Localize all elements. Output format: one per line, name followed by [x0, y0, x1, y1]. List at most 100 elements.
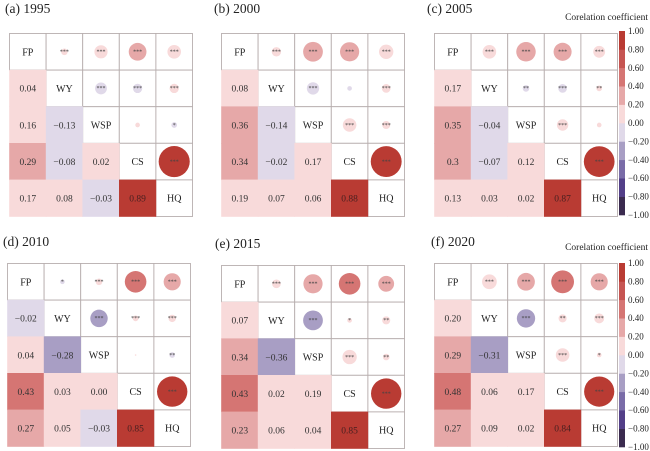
correlation-circle-FP-WY [272, 279, 281, 289]
lower-cell-HQ-FP [434, 409, 472, 447]
variable-label-FP: FP [447, 47, 459, 58]
significance-mark: *** [95, 280, 104, 286]
correlation-circle-FP-HQ [163, 273, 181, 291]
coefficient-label: 0.00 [91, 388, 108, 398]
colorbar-tick-label: 0.40 [628, 81, 644, 91]
colorbar-bin [619, 428, 625, 448]
correlation-circle-FP-WY [271, 47, 282, 57]
colorbar-bin [619, 104, 625, 124]
correlation-circle-CS-HQ [370, 146, 402, 178]
lower-cell-HQ-FP [221, 411, 259, 449]
significance-mark: * [348, 318, 351, 324]
colorbar-tick-label: 0.00 [628, 350, 644, 360]
lower-cell-CS-WSP [294, 143, 332, 181]
correlation-circle-WY-CS [347, 86, 352, 91]
lower-cell-CS-FP [434, 373, 472, 411]
correlation-circle-FP-WY [60, 279, 65, 285]
correlation-circle-WSP-CS [342, 349, 357, 365]
lower-cell-HQ-WSP [294, 179, 332, 217]
significance-mark: * [61, 280, 64, 286]
significance-mark: *** [345, 282, 354, 288]
lower-cell-CS-WY [470, 143, 508, 181]
colorbar-tick-label: 0.40 [628, 313, 644, 323]
correlation-circle-WY-HQ [381, 84, 391, 93]
lower-cell-HQ-CS [331, 411, 369, 449]
correlation-circle-FP-WY [482, 45, 497, 59]
significance-mark: *** [97, 86, 106, 92]
coefficient-label: 0.23 [231, 427, 248, 437]
variable-label-WSP: WSP [516, 121, 537, 132]
diagonal-cell [367, 179, 405, 217]
coefficient-label: 0.3 [447, 158, 459, 168]
significance-mark: *** [558, 280, 567, 286]
correlation-circle-CS-HQ [157, 376, 188, 407]
correlation-circle-FP-HQ [378, 275, 395, 292]
lower-cell-HQ-WY [257, 411, 295, 449]
correlation-circle-WSP-HQ [596, 352, 602, 358]
lower-cell-CS-WY [470, 373, 508, 411]
colorbar-bin [619, 159, 625, 179]
lower-cell-WY-FP [434, 299, 472, 337]
diagonal-cell [580, 179, 618, 217]
lower-cell-CS-WY [257, 375, 295, 413]
panel-title-b: (b) 2000 [214, 1, 261, 16]
colorbar-scale: 1.00 0.80 0.60 0.40 0.20 0.00 −0.20 −0.40 −0.60 −… [619, 258, 649, 451]
lower-cell-WSP-FP [434, 336, 472, 374]
coefficient-label: 0.85 [127, 425, 144, 435]
colorbar-bin [619, 31, 625, 50]
variable-label-FP: FP [22, 47, 34, 58]
correlation-circle-WY-CS [558, 314, 567, 323]
significance-mark: *** [522, 50, 531, 56]
correlation-matrix-b: 0.08 0.36 −0.14 0.34 −0.02 0.17 0.19 0.07 0.06 0.… [221, 33, 405, 217]
significance-mark: ** [560, 316, 566, 322]
coefficient-label: 0.06 [481, 388, 498, 398]
correlation-circle-WSP-HQ [169, 352, 176, 358]
colorbar-tick-label: −1.00 [628, 210, 649, 220]
colorbar-tick-label: 0.60 [628, 295, 644, 305]
coefficient-label: 0.07 [231, 317, 248, 327]
lower-cell-CS-WY [43, 373, 81, 411]
variable-label-WSP: WSP [303, 121, 324, 132]
correlation-circle-WY-WSP [522, 85, 530, 92]
lower-cell-CS-FP [7, 373, 45, 411]
panel-title-e: (e) 2015 [215, 236, 261, 251]
coefficient-label: 0.05 [54, 425, 71, 435]
coefficient-label: 0.88 [341, 195, 358, 205]
lower-cell-CS-FP [434, 143, 472, 181]
coefficient-label: −0.04 [478, 121, 500, 131]
lower-cell-HQ-WSP [82, 179, 120, 217]
significance-mark: *** [382, 159, 391, 165]
coefficient-label: 0.03 [54, 388, 71, 398]
coefficient-label: −0.08 [53, 158, 75, 168]
colorbar-tick-label: 0.80 [628, 44, 644, 54]
colorbar-tick-label: −0.20 [628, 136, 649, 146]
significance-mark: *** [168, 316, 177, 322]
correlation-circle-WY-HQ [596, 85, 603, 92]
correlation-circle-WY-WSP [95, 82, 107, 95]
variable-label-WSP: WSP [91, 121, 112, 132]
variable-label-CS: CS [556, 157, 568, 168]
coefficient-label: 0.17 [518, 388, 535, 398]
correlation-circle-CS-HQ [158, 146, 190, 178]
significance-mark: *** [168, 280, 177, 286]
colorbar-bin [619, 196, 625, 216]
correlation-circle-WY-CS [132, 315, 139, 322]
lower-cell-WY-FP [9, 69, 47, 107]
variable-label-WSP: WSP [516, 351, 537, 362]
lower-cell-HQ-WY [470, 179, 508, 217]
lower-cell-WSP-WY [470, 106, 508, 144]
variable-label-FP: FP [20, 277, 32, 288]
significance-mark: *** [558, 123, 567, 129]
significance-mark: *** [595, 159, 604, 165]
colorbar-title: Corelation coefficient [565, 243, 648, 253]
coefficient-label: 0.07 [268, 195, 285, 205]
lower-cell-WY-FP [434, 69, 472, 107]
diagonal-cell [330, 374, 369, 413]
lower-cell-HQ-WSP [507, 179, 545, 217]
significance-mark: *** [131, 316, 140, 322]
colorbar-bin [619, 141, 625, 161]
variable-label-HQ: HQ [592, 194, 607, 205]
significance-mark: *** [595, 389, 604, 395]
correlation-circle-FP-WSP [303, 274, 323, 294]
